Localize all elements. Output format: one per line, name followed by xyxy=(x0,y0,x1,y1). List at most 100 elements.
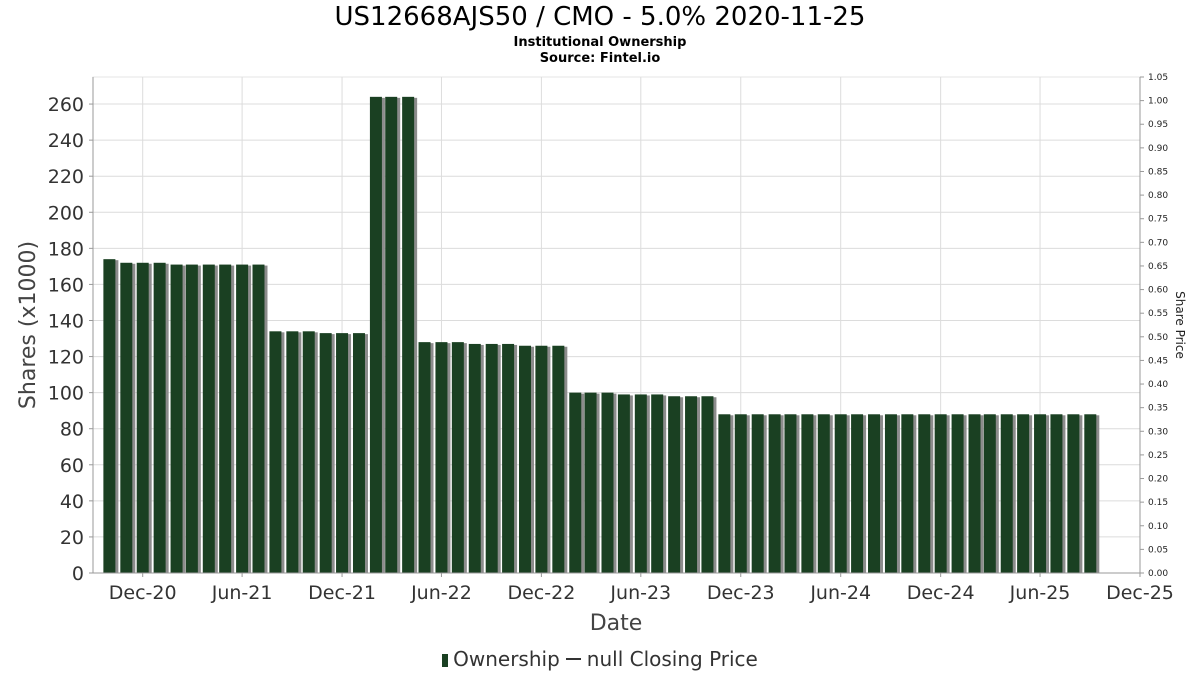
ownership-bar xyxy=(834,414,847,573)
x-tick-label: Dec-24 xyxy=(907,582,975,604)
ownership-bar xyxy=(685,396,698,573)
y-tick-label: 220 xyxy=(48,166,84,188)
y2-axis-title: Share Price xyxy=(1173,291,1187,359)
y-tick-label: 160 xyxy=(48,274,84,296)
ownership-bar xyxy=(634,394,647,573)
ownership-bar xyxy=(485,343,498,573)
y2-tick-label: 0.55 xyxy=(1148,309,1168,319)
y2-tick-label: 0.10 xyxy=(1148,522,1168,532)
x-tick-label: Jun-25 xyxy=(1009,582,1071,604)
y-tick-label: 20 xyxy=(60,527,84,549)
chart-title: US12668AJS50 / CMO - 5.0% 2020-11-25 xyxy=(334,2,866,32)
ownership-bar xyxy=(817,414,830,573)
y2-tick-label: 0.05 xyxy=(1148,545,1168,555)
y2-tick-label: 0.40 xyxy=(1148,380,1168,390)
ownership-bar xyxy=(1034,414,1047,573)
ownership-bar xyxy=(584,392,597,573)
ownership-bar xyxy=(435,342,448,573)
bars xyxy=(103,96,1100,573)
ownership-bar xyxy=(302,331,315,573)
y-axis-title: Shares (x1000) xyxy=(16,241,41,409)
y2-tick-label: 0.70 xyxy=(1148,238,1168,248)
y2-tick-label: 1.00 xyxy=(1148,97,1168,107)
ownership-bar xyxy=(1084,414,1097,573)
x-tick-label: Jun-24 xyxy=(809,582,871,604)
ownership-bar xyxy=(801,414,814,573)
y2-tick-label: 0.60 xyxy=(1148,286,1168,296)
y2-tick-label: 0.30 xyxy=(1148,427,1168,437)
ownership-bar xyxy=(751,414,764,573)
ownership-bar xyxy=(468,343,481,573)
y-tick-label: 80 xyxy=(60,419,84,441)
legend: Ownership null Closing Price xyxy=(0,647,1200,671)
y-tick-label: 240 xyxy=(48,130,84,152)
ownership-bar xyxy=(185,264,198,573)
ownership-bar xyxy=(734,414,747,573)
y-tick-label: 120 xyxy=(48,347,84,369)
ownership-bar xyxy=(402,96,415,573)
ownership-bar xyxy=(236,264,249,573)
y2-tick-label: 0.35 xyxy=(1148,404,1168,414)
ownership-bar xyxy=(784,414,797,573)
ownership-bar xyxy=(901,414,914,573)
ownership-bar xyxy=(983,414,996,573)
ownership-bar xyxy=(718,414,731,573)
legend-price-label: null Closing Price xyxy=(586,647,758,671)
ownership-bar xyxy=(502,343,515,573)
ownership-bar xyxy=(552,345,565,573)
y-tick-label: 0 xyxy=(72,563,84,585)
y2-tick-label: 0.50 xyxy=(1148,333,1168,343)
axes: 0 20 40 60 80 100 120 140 160 180 200 220 240 260 0.00… xyxy=(48,73,1174,604)
y2-tick-label: 0.45 xyxy=(1148,356,1168,366)
ownership-bar xyxy=(319,333,332,573)
x-tick-label: Dec-21 xyxy=(308,582,376,604)
ownership-bar xyxy=(1000,414,1013,573)
x-tick-label: Dec-20 xyxy=(109,582,177,604)
ownership-bar xyxy=(535,345,548,573)
x-tick-label: Dec-25 xyxy=(1106,582,1174,604)
y2-tick-label: 0.80 xyxy=(1148,191,1168,201)
ownership-bar xyxy=(968,414,981,573)
y-tick-label: 40 xyxy=(60,491,84,513)
ownership-bar xyxy=(252,264,265,573)
y2-tick-label: 0.25 xyxy=(1148,451,1168,461)
ownership-bar xyxy=(336,333,349,573)
ownership-bar xyxy=(120,262,133,573)
y2-tick-label: 0.00 xyxy=(1148,569,1168,579)
ownership-bar xyxy=(918,414,931,573)
ownership-bar xyxy=(1017,414,1030,573)
y2-tick-label: 0.95 xyxy=(1148,120,1168,130)
y2-tick-label: 0.85 xyxy=(1148,167,1168,177)
y-tick-label: 260 xyxy=(48,94,84,116)
y2-tick-label: 0.90 xyxy=(1148,144,1168,154)
legend-price-line xyxy=(565,658,581,660)
ownership-bar xyxy=(701,396,714,573)
ownership-bar xyxy=(951,414,964,573)
x-tick-label: Dec-22 xyxy=(507,582,575,604)
x-tick-label: Jun-21 xyxy=(211,582,273,604)
chart-source: Source: Fintel.io xyxy=(539,51,661,66)
ownership-bar xyxy=(617,394,630,573)
ownership-bar xyxy=(934,414,947,573)
ownership-bar xyxy=(1067,414,1080,573)
y2-tick-label: 0.15 xyxy=(1148,498,1168,508)
y-tick-label: 100 xyxy=(48,383,84,405)
ownership-bar xyxy=(884,414,897,573)
ownership-bar xyxy=(418,342,431,573)
ownership-bar xyxy=(202,264,215,573)
x-axis-title: Date xyxy=(590,611,643,636)
ownership-bar xyxy=(170,264,183,573)
ownership-bar xyxy=(153,262,166,573)
ownership-bar xyxy=(369,96,382,573)
ownership-bar xyxy=(868,414,881,573)
chart-subtitle: Institutional Ownership xyxy=(513,35,687,50)
legend-ownership-swatch xyxy=(442,654,449,667)
y-tick-label: 140 xyxy=(48,310,84,332)
ownership-bar xyxy=(1050,414,1063,573)
ownership-bar xyxy=(569,392,582,573)
ownership-bar xyxy=(768,414,781,573)
ownership-bar xyxy=(286,331,299,573)
ownership-bar xyxy=(668,396,681,573)
x-tick-label: Jun-23 xyxy=(609,582,671,604)
